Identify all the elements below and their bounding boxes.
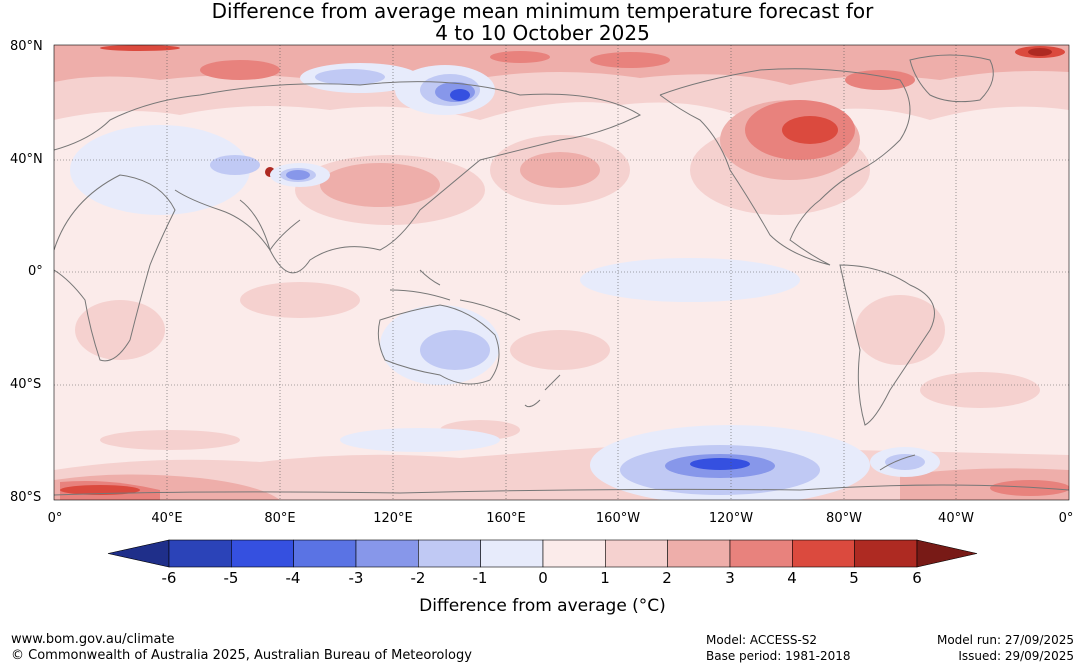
lon-label-40e: 40°E: [151, 511, 183, 526]
colorbar-swatch: [542, 539, 606, 568]
colorbar-swatch: [418, 539, 481, 568]
colorbar-tick: 4: [787, 569, 797, 587]
colorbar-tick: -5: [223, 569, 239, 587]
lon-label-120e: 120°E: [373, 511, 413, 526]
colorbar-swatch: [231, 539, 294, 568]
colorbar-swatch: [729, 539, 793, 568]
footer-model: Model: ACCESS-S2: [706, 633, 818, 647]
graticule: [54, 45, 1069, 500]
lon-label-40w: 40°W: [938, 511, 974, 526]
colorbar-swatch: [792, 539, 855, 568]
colorbar-tick: 2: [662, 569, 672, 587]
colorbar-tick: -3: [348, 569, 364, 587]
forecast-map: [54, 45, 1069, 500]
footer-issued: Issued: 29/09/2025: [958, 649, 1074, 663]
colorbar-swatch: [480, 539, 544, 568]
colorbar-tick: 1: [600, 569, 610, 587]
lon-label-160e: 160°E: [486, 511, 526, 526]
lat-label-40s: 40°S: [10, 377, 42, 392]
colorbar-label: Difference from average (°C): [419, 596, 666, 616]
colorbar-swatch: [667, 539, 731, 568]
colorbar-swatch: [605, 539, 668, 568]
lon-label-120w: 120°W: [708, 511, 754, 526]
footer-website: www.bom.gov.au/climate: [11, 632, 175, 647]
lon-label-80w: 80°W: [826, 511, 862, 526]
lat-label-40n: 40°N: [10, 152, 43, 167]
lat-label-80n: 80°N: [10, 39, 43, 54]
anomaly-contours-minus4to-3: [450, 89, 750, 470]
map-title-line-2: 4 to 10 October 2025: [435, 21, 650, 45]
colorbar: [107, 539, 978, 568]
colorbar-swatch: [854, 539, 918, 568]
lon-label-0-east: 0°: [1058, 511, 1074, 526]
map-background: [54, 45, 1069, 500]
lat-label-equator: 0°: [28, 264, 43, 279]
lon-label-80e: 80°E: [264, 511, 296, 526]
colorbar-tick: -4: [285, 569, 301, 587]
footer-copyright: © Commonwealth of Australia 2025, Austra…: [11, 648, 472, 663]
map-frame: [53, 44, 1070, 501]
lon-label-160w: 160°W: [595, 511, 641, 526]
colorbar-tick: -2: [410, 569, 426, 587]
colorbar-tick: 6: [912, 569, 922, 587]
colorbar-tick: 5: [849, 569, 859, 587]
colorbar-extend-max: [916, 539, 978, 568]
footer-base-period: Base period: 1981-2018: [706, 649, 851, 663]
coastlines: [54, 54, 1069, 496]
colorbar-tick: -6: [161, 569, 177, 587]
colorbar-tick: -1: [472, 569, 488, 587]
map-title-line-1: Difference from average mean minimum tem…: [211, 0, 874, 23]
colorbar-swatch: [293, 539, 357, 568]
lat-label-80s: 80°S: [10, 490, 42, 505]
colorbar-tick: 0: [538, 569, 548, 587]
lon-label-0: 0°: [47, 511, 63, 526]
colorbar-swatch: [355, 539, 419, 568]
colorbar-swatch: [168, 539, 232, 568]
colorbar-extend-min: [107, 539, 170, 568]
colorbar-tick: 3: [725, 569, 735, 587]
footer-model-run: Model run: 27/09/2025: [936, 633, 1074, 647]
